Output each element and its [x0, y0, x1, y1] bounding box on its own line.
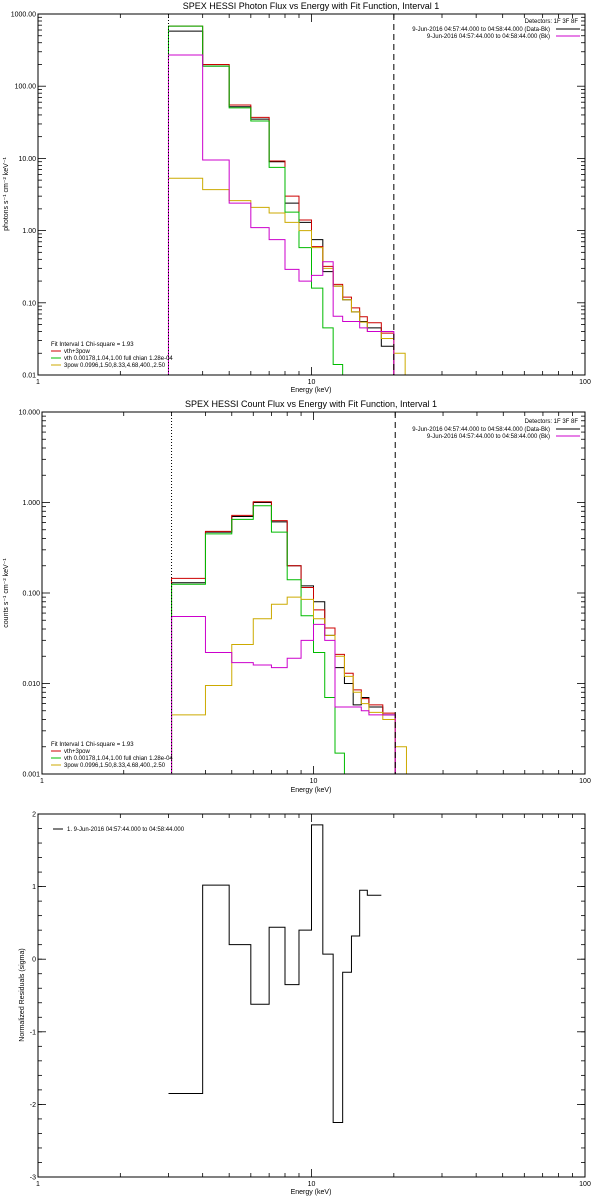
photon-x-tick-label: 10	[308, 379, 316, 386]
residuals-y-axis-label: Normalized Residuals (sigma)	[19, 948, 26, 1041]
count-y-tick-label: 0.100	[22, 591, 40, 598]
count-fit-label-vth3pow: vth+3pow	[64, 749, 91, 755]
photon-fit-label-vth: vth 0.00178,1.04,1.00 full chian 1.28e-0…	[64, 356, 173, 362]
photon-series-bk	[167, 54, 395, 375]
count-x-tick-label: 10	[310, 778, 318, 785]
photon-series	[167, 25, 406, 375]
photon-x-tick-label: 1	[36, 379, 40, 386]
photon-y-tick-label: 10.00	[18, 156, 36, 163]
count-x-tick-label: 1	[40, 778, 44, 785]
count-x-tick-label: 100	[579, 778, 591, 785]
photon-series-vth-3pow	[167, 25, 395, 375]
photon-legend-bk: 9-Jun-2016 04:57:44.000 to 04:58:44.000 …	[427, 34, 550, 40]
residuals-y-tick-label: -3	[30, 1175, 36, 1182]
count-legend-data-bk: 9-Jun-2016 04:57:44.000 to 04:58:44.000 …	[412, 427, 550, 433]
count-series-3pow	[171, 596, 407, 774]
photon-fit-header: Fit Interval 1 Chi-square = 1.93	[51, 342, 134, 348]
count-y-axis-label: counts s⁻¹ cm⁻² keV⁻¹	[3, 558, 10, 628]
residuals-y-tick-label: 2	[32, 812, 36, 819]
photon-x-axis-label: Energy (keV)	[291, 387, 332, 394]
photon-panel-title: SPEX HESSI Photon Flux vs Energy with Fi…	[183, 1, 440, 11]
residuals-legend-label: 1. 9-Jun-2016 04:57:44.000 to 04:58:44.0…	[67, 827, 185, 833]
count-detectors-label: Detectors: 1F 3F 8F	[525, 419, 579, 425]
count-ticks: 1 10 100 0.001 0.010 0.100 1.000 10.000	[19, 410, 591, 786]
photon-series-data-bk	[167, 30, 395, 375]
photon-series-vth	[167, 25, 344, 375]
residuals-y-tick-label: -2	[30, 1102, 36, 1109]
photon-y-tick-label: 1000.00	[11, 12, 36, 19]
count-reference-lines	[171, 412, 396, 774]
residuals-x-axis-label: Energy (keV)	[291, 1189, 332, 1196]
count-series-vth	[171, 505, 345, 774]
residuals-plot-frame	[37, 813, 586, 1178]
photon-x-tick-label: 100	[579, 379, 591, 386]
count-y-tick-label: 1.000	[22, 500, 40, 507]
photon-detectors-label: Detectors: 1F 3F 8F	[525, 19, 579, 25]
count-fit-label-vth: vth 0.00178,1.04,1.00 full chian 1.28e-0…	[64, 756, 173, 762]
residuals-x-tick-label: 1	[36, 1181, 40, 1188]
photon-plot-frame	[37, 13, 586, 376]
count-y-tick-label: 10.000	[19, 410, 41, 417]
count-series	[171, 501, 407, 774]
residuals-series-residual	[168, 824, 382, 1124]
count-fit-legend: Fit Interval 1 Chi-square = 1.93 vth+3po…	[51, 742, 173, 769]
residuals-y-tick-label: 0	[32, 957, 36, 964]
count-flux-panel: SPEX HESSI Count Flux vs Energy with Fit…	[3, 399, 591, 794]
residuals-series	[168, 824, 382, 1124]
photon-y-tick-label: 0.10	[22, 300, 36, 307]
photon-fit-label-vth3pow: vth+3pow	[64, 349, 91, 355]
count-series-vth-3pow	[171, 501, 396, 774]
count-x-axis-label: Energy (keV)	[291, 787, 332, 794]
count-y-tick-label: 0.001	[22, 772, 40, 779]
count-fit-label-3pow: 3pow 0.0996,1.50,8.33,4.68,400.,2.50	[64, 763, 166, 769]
photon-y-tick-label: 0.01	[22, 373, 36, 380]
photon-y-axis-label: photons s⁻¹ cm⁻² keV⁻¹	[3, 156, 10, 230]
residuals-y-tick-label: 1	[32, 884, 36, 891]
count-y-tick-label: 0.010	[22, 681, 40, 688]
count-series-data-bk	[171, 502, 396, 774]
residuals-x-tick-label: 10	[308, 1181, 316, 1188]
photon-series-3pow	[167, 177, 406, 375]
photon-top-legend: Detectors: 1F 3F 8F 9-Jun-2016 04:57:44.…	[412, 19, 580, 40]
count-series-bk	[171, 615, 396, 774]
photon-legend-data-bk: 9-Jun-2016 04:57:44.000 to 04:58:44.000 …	[412, 27, 550, 33]
residuals-panel: Energy (keV) Normalized Residuals (sigma…	[19, 812, 591, 1197]
photon-ticks: 1 10 100 0.01 0.10 1.00 10.00 100.00 1000.00	[11, 12, 591, 387]
photon-y-tick-label: 1.00	[22, 228, 36, 235]
photon-reference-lines	[167, 14, 395, 375]
photon-fit-label-3pow: 3pow 0.0996,1.50,8.33,4.68,400.,2.50	[64, 363, 166, 369]
photon-flux-panel: SPEX HESSI Photon Flux vs Energy with Fi…	[3, 1, 591, 394]
residuals-x-tick-label: 100	[579, 1181, 591, 1188]
count-panel-title: SPEX HESSI Count Flux vs Energy with Fit…	[185, 399, 437, 409]
photon-y-tick-label: 100.00	[15, 84, 37, 91]
residuals-y-tick-label: -1	[30, 1029, 36, 1036]
count-fit-header: Fit Interval 1 Chi-square = 1.93	[51, 742, 134, 748]
residuals-ticks: 1 10 100 -3 -2 -1 0 1 2	[30, 812, 591, 1189]
photon-fit-legend: Fit Interval 1 Chi-square = 1.93 vth+3po…	[51, 342, 173, 369]
count-legend-bk: 9-Jun-2016 04:57:44.000 to 04:58:44.000 …	[427, 434, 550, 440]
count-plot-frame	[41, 411, 586, 775]
count-top-legend: Detectors: 1F 3F 8F 9-Jun-2016 04:57:44.…	[412, 419, 580, 440]
